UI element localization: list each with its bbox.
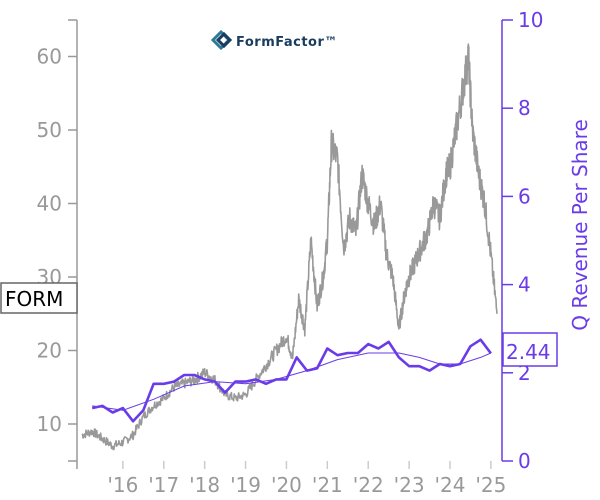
formfactor-logo-mark-icon: [210, 29, 233, 51]
last-value-label: 2.44: [506, 340, 551, 364]
right-axis-tick-label: 4: [518, 273, 531, 297]
ticker-label: FORM: [5, 287, 63, 311]
x-axis-tick-label: '22: [353, 473, 384, 497]
left-axis-tick-label: 20: [37, 339, 62, 363]
x-axis-tick-label: '21: [312, 473, 343, 497]
x-axis-tick-label: '17: [148, 473, 179, 497]
series-layer: [81, 43, 498, 451]
left-axis-tick-label: 60: [37, 45, 62, 69]
x-axis-tick-label: '16: [107, 473, 138, 497]
last-value-box: 2.44: [502, 332, 558, 367]
right-axis: 0 2 4 6 8 10: [501, 8, 543, 473]
left-axis-tick-label: 50: [37, 118, 62, 142]
right-axis-tick-label: 6: [518, 184, 531, 208]
x-axis-tick-label: '18: [189, 473, 220, 497]
price-series-line: [81, 43, 498, 451]
formfactor-logo: FormFactor™: [210, 29, 338, 51]
x-axis-tick-label: '20: [271, 473, 302, 497]
right-axis-tick-label: 10: [518, 8, 543, 32]
right-axis-title: Q Revenue Per Share: [568, 119, 592, 331]
x-axis-tick-label: '24: [435, 473, 466, 497]
ticker-label-box: FORM: [0, 282, 78, 314]
left-axis-tick-label: 10: [37, 412, 62, 436]
formfactor-logo-text: FormFactor™: [236, 35, 338, 50]
revenue-series-line: [91, 338, 492, 423]
left-axis-tick-label: 40: [37, 192, 62, 216]
right-axis-tick-label: 8: [518, 96, 531, 120]
x-axis-tick-label: '19: [230, 473, 261, 497]
right-axis-tick-label: 0: [518, 449, 531, 473]
x-axis-tick-label: '23: [394, 473, 425, 497]
revenue-trend-line: [92, 352, 492, 411]
x-axis-tick-label: '25: [475, 473, 506, 497]
x-axis: '16 '17 '18 '19 '20 '21 '22 '23 '24 '25: [76, 461, 506, 497]
right-axis-tick-label: 2: [518, 361, 531, 385]
